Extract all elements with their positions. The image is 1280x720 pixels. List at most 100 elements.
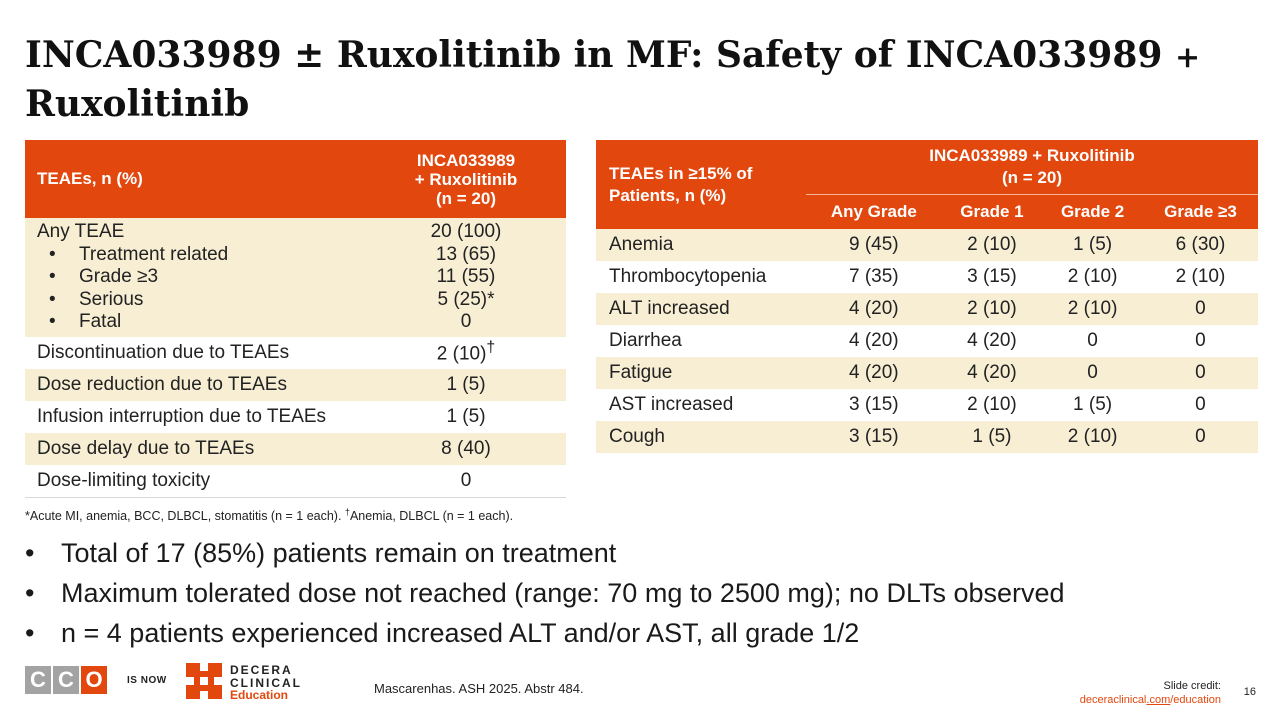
subitem-label: Treatment related [37,244,366,267]
table-row: Anemia 9 (45) 2 (10) 1 (5) 6 (30) [596,229,1258,261]
column-header-grade-3-plus: Grade ≥3 [1142,194,1258,229]
row-value: 1 (5) [366,368,566,401]
cell-value: 9 (45) [806,229,942,261]
cell-value: 0 [1087,330,1098,351]
cell-value: 2 (10) [1067,266,1118,287]
subitem-label: Grade ≥3 [37,266,366,289]
table-row: Dose-limiting toxicity 0 [25,464,566,498]
decera-brand-text: DECERA CLINICAL Education [230,663,302,702]
subitem-value: 11 (55) [436,266,496,287]
table-row: Dose reduction due to TEAEs 1 (5) [25,368,566,401]
row-label: Fatigue [596,357,806,389]
column-header-teaes: TEAEs, n (%) [25,140,366,218]
row-label: ALT increased [596,293,806,325]
cell-value: 3 (15) [967,266,1017,287]
cell-value: 2 (10) [1175,266,1226,287]
column-group-header: INCA033989 + Ruxolitinib (n = 20) [806,140,1258,195]
decera-logo-icon [186,663,222,699]
subitem-label: Serious [37,289,366,312]
table-row: Diarrhea 4 (20) 4 (20) 0 0 [596,325,1258,357]
any-teae-label: Any TEAE [37,221,125,242]
cell-value: 4 (20) [806,293,942,325]
summary-bullets: Total of 17 (85%) patients remain on tre… [25,533,1065,653]
cco-logo-letter: C [25,666,51,694]
row-label: Cough [596,421,806,453]
row-label: Dose-limiting toxicity [25,464,366,498]
table-row: Dose delay due to TEAEs 8 (40) [25,432,566,465]
footnote: *Acute MI, anemia, BCC, DLBCL, stomatiti… [25,507,514,524]
any-teae-subitems: Treatment related Grade ≥3 Serious Fatal [37,244,366,334]
subitem-value: 13 (65) [435,243,497,265]
cell-value: 0 [1142,421,1258,453]
column-header-any-grade: Any Grade [806,194,942,229]
row-label: Thrombocytopenia [609,266,767,287]
citation: Mascarenhas. ASH 2025. Abstr 484. [374,681,584,696]
cell-value: 6 (30) [1142,229,1258,261]
subitem-value: 0 [460,311,472,332]
table-row: Discontinuation due to TEAEs 2 (10)† [25,337,566,369]
cell-value: 3 (15) [806,421,942,453]
cell-value: 2 (10) [941,229,1043,261]
table-header-row: TEAEs, n (%) INCA033989 + Ruxolitinib (n… [25,140,566,218]
table-row-any-teae: Any TEAE Treatment related Grade ≥3 Seri… [25,218,566,337]
credit-link[interactable]: deceraclinical.com/education [1079,694,1221,706]
table-row: Fatigue 4 (20) 4 (20) 0 0 [596,357,1258,389]
row-label: Dose reduction due to TEAEs [25,368,366,401]
row-label: Discontinuation due to TEAEs [37,341,290,363]
table-row: Infusion interruption due to TEAEs 1 (5) [25,401,566,433]
cell-value: 4 (20) [941,357,1043,389]
table-row: Thrombocytopenia 7 (35) 3 (15) 2 (10) 2 … [596,261,1258,293]
row-value: 0 [366,464,566,498]
cell-value: 4 (20) [967,330,1017,351]
cell-value: 0 [1195,330,1206,351]
cell-value: 0 [1142,293,1258,325]
table-row: ALT increased 4 (20) 2 (10) 2 (10) 0 [596,293,1258,325]
teae-summary-table: TEAEs, n (%) INCA033989 + Ruxolitinib (n… [25,140,566,498]
cell-value: 3 (15) [848,394,899,415]
cell-value: 0 [1195,394,1206,415]
cell-value: 4 (20) [806,357,942,389]
row-value: 1 (5) [446,405,486,427]
bullet-item: Maximum tolerated dose not reached (rang… [25,573,1065,613]
cell-value: 1 (5) [1042,229,1143,261]
column-header-grade-2: Grade 2 [1042,194,1143,229]
row-label: Diarrhea [609,330,682,351]
credit-label: Slide credit: [1163,680,1221,692]
page-number: 16 [1243,686,1256,698]
teae-by-grade-table: TEAEs in ≥15% of Patients, n (%) INCA033… [596,140,1258,453]
cell-value: 2 (10) [1042,293,1143,325]
cell-value: 4 (20) [848,330,899,351]
any-teae-value: 20 (100) [430,221,502,242]
row-label: Infusion interruption due to TEAEs [37,405,327,427]
row-label: AST increased [609,394,734,415]
page-title: INCA033989 ± Ruxolitinib in MF: Safety o… [25,34,1201,125]
row-label: Anemia [596,229,806,261]
cell-value: 0 [1142,357,1258,389]
column-header-teaes: TEAEs in ≥15% of Patients, n (%) [596,140,806,229]
table-row: Cough 3 (15) 1 (5) 2 (10) 0 [596,421,1258,453]
bullet-item: n = 4 patients experienced increased ALT… [25,613,1065,653]
cco-logo: C C O [25,666,107,694]
bullet-item: Total of 17 (85%) patients remain on tre… [25,533,1065,573]
table-subheader-row: Any Grade Grade 1 Grade 2 Grade ≥3 [596,194,1258,229]
cco-logo-letter: C [53,666,79,694]
table-row: AST increased 3 (15) 2 (10) 1 (5) 0 [596,389,1258,421]
table-header-row: TEAEs in ≥15% of Patients, n (%) INCA033… [596,140,1258,229]
cell-value: 2 (10) [1042,421,1143,453]
slide-credit: Slide credit: deceraclinical.com/educati… [1080,679,1221,707]
subitem-label: Fatal [37,311,366,334]
subitem-value: 5 (25)* [437,288,495,310]
row-value: 2 (10)† [436,339,496,365]
is-now-label: IS NOW [127,675,167,686]
cco-logo-letter: O [81,666,107,694]
column-header-treatment: INCA033989 + Ruxolitinib (n = 20) [366,140,566,218]
cell-value: 1 (5) [1073,394,1113,415]
cell-value: 7 (35) [848,266,899,287]
cell-value: 2 (10) [967,394,1017,415]
row-label: Dose delay due to TEAEs [25,432,366,465]
cell-value: 0 [1042,357,1143,389]
cell-value: 1 (5) [941,421,1043,453]
row-value: 8 (40) [366,432,566,465]
cell-value: 2 (10) [941,293,1043,325]
column-header-grade-1: Grade 1 [941,194,1043,229]
